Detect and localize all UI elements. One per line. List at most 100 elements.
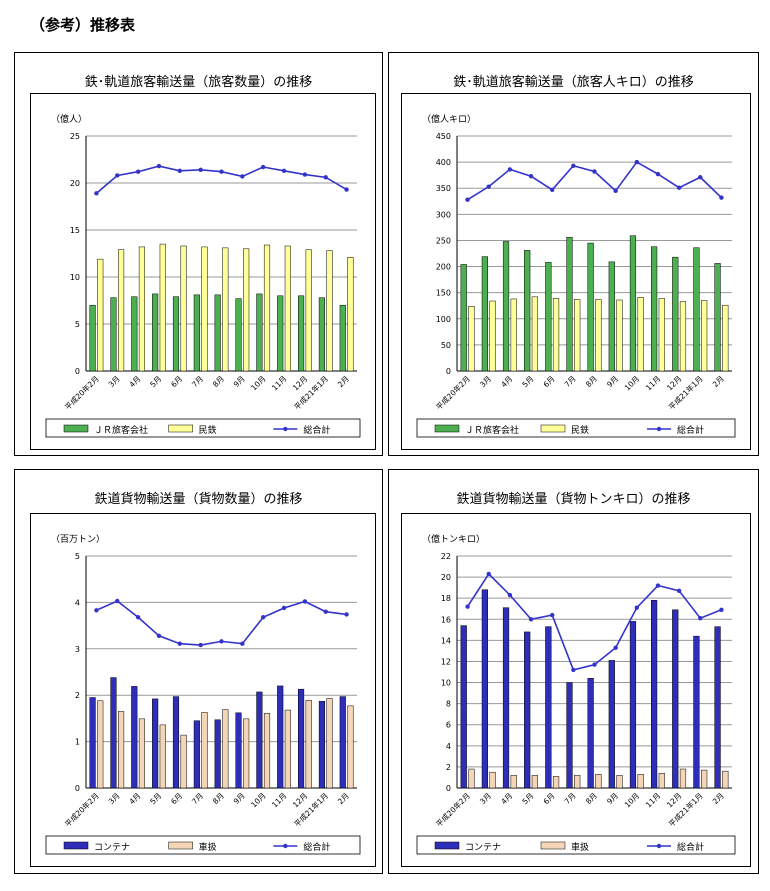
legend-marker (656, 843, 662, 849)
chart-svg: （億人キロ） 0 50 100 150 200 250 300 350 400 450 平成20年2月… (416, 113, 736, 438)
x-tick-label: 11月 (644, 374, 662, 392)
line-point (198, 167, 203, 173)
bar (97, 258, 104, 372)
bar (326, 698, 333, 789)
y-tick-label: 20 (441, 573, 451, 582)
y-tick-label: 0 (75, 784, 80, 793)
legend-marker (656, 426, 662, 432)
chart-panel-freight-tons: 鉄道貨物輸送量（貨物数量）の推移 （百万トン） 0 1 2 3 4 5 平成20年2月 3月 4月… (14, 469, 383, 874)
chart-panel-passenger-km: 鉄･軌道旅客輸送量（旅客人キロ）の推移 （億人キロ） 0 50 100 150 200 25… (388, 52, 759, 456)
bar (587, 678, 594, 789)
line-point (323, 609, 328, 614)
chart-svg: （百万トン） 0 1 2 3 4 5 平成20年2月 3月 4月 5月 6月 7月 8月 9月 10月 11月 1… (45, 534, 361, 855)
bar (672, 256, 679, 372)
bar (502, 241, 510, 372)
y-tick-label: 5 (75, 320, 80, 329)
bar (263, 713, 271, 789)
x-tick-label: 3月 (478, 374, 493, 389)
legend-swatch (168, 841, 193, 850)
line-point (198, 642, 203, 648)
bar (298, 688, 305, 789)
x-tick-label: 6月 (169, 374, 184, 389)
y-tick-label: 300 (436, 210, 451, 219)
x-tick-label: 4月 (127, 374, 142, 389)
y-tick-label: 8 (446, 700, 451, 709)
legend-label: 総合計 (303, 424, 330, 436)
chart-title: 鉄道貨物輸送量（貨物数量）の推移 (94, 492, 303, 507)
y-tick-label: 4 (446, 742, 451, 751)
x-tick-label: 9月 (605, 374, 620, 389)
bar (201, 246, 208, 372)
y-tick-label: 15 (70, 226, 80, 235)
y-tick-label: 25 (70, 132, 80, 141)
y-tick-label: 1 (75, 738, 80, 747)
bar (256, 293, 263, 372)
y-tick-label: 20 (70, 179, 80, 188)
line-point (549, 187, 555, 192)
bar (89, 304, 96, 372)
line-point (260, 164, 266, 170)
y-tick-label: 50 (441, 341, 451, 350)
line-point (634, 159, 640, 165)
line-point (507, 592, 513, 598)
unit-label: （億人キロ） (422, 113, 476, 125)
line-point (676, 185, 682, 190)
bar (545, 626, 552, 789)
line-point (302, 599, 308, 604)
x-tick-label: 9月 (232, 791, 247, 806)
y-tick-label: 3 (75, 645, 80, 654)
line-point (698, 616, 703, 621)
legend-swatch (63, 424, 89, 433)
y-tick-label: 14 (441, 636, 451, 645)
bar (201, 712, 208, 789)
line-point (115, 173, 120, 178)
bar (672, 609, 679, 789)
bar (298, 295, 305, 372)
legend-label: 総合計 (677, 841, 704, 853)
bar (152, 698, 159, 789)
x-tick-label: 6月 (542, 791, 557, 806)
line-point (240, 641, 245, 646)
bar (235, 298, 242, 372)
page-title: （参考）推移表 (30, 16, 136, 34)
bar (629, 235, 637, 372)
bar (693, 635, 700, 789)
bar (722, 770, 729, 789)
legend-swatch (434, 841, 460, 850)
x-tick-label: 平成20年2月 (62, 790, 100, 828)
y-tick-label: 12 (441, 657, 451, 666)
y-tick-label: 22 (441, 552, 451, 561)
line-point (507, 167, 513, 172)
x-tick-label: 10月 (249, 374, 267, 392)
legend-label: 総合計 (303, 841, 330, 853)
bar (722, 304, 729, 372)
chart-title: 鉄･軌道旅客輸送量（旅客数量）の推移 (84, 75, 313, 90)
legend-label: 車扱 (571, 841, 589, 853)
bar (460, 625, 467, 789)
chart-frame: （億人キロ） 0 50 100 150 200 250 300 350 400 450 平成20年2月… (401, 93, 751, 450)
line-point (344, 187, 349, 192)
line-point (592, 169, 597, 174)
line-point (344, 612, 349, 617)
line-point (655, 583, 661, 588)
x-tick-label: 12月 (665, 791, 683, 809)
x-tick-label: 平成20年2月 (62, 373, 100, 411)
x-tick-label: 9月 (605, 791, 620, 806)
bar (138, 718, 145, 789)
x-tick-label: 2月 (711, 374, 726, 389)
x-tick-label: 5月 (520, 374, 535, 389)
line-point (486, 184, 491, 189)
y-tick-label: 6 (446, 721, 451, 730)
x-tick-label: 2月 (711, 791, 726, 806)
y-tick-label: 10 (441, 679, 451, 688)
bar (629, 621, 637, 789)
legend-label: 車扱 (199, 841, 217, 853)
line-point (613, 188, 618, 194)
x-tick-label: 8月 (211, 374, 226, 389)
bar (531, 296, 539, 372)
bar (468, 768, 475, 789)
x-tick-label: 8月 (584, 791, 599, 806)
y-tick-label: 400 (436, 158, 451, 167)
bar (214, 719, 221, 789)
x-tick-label: 5月 (148, 374, 163, 389)
